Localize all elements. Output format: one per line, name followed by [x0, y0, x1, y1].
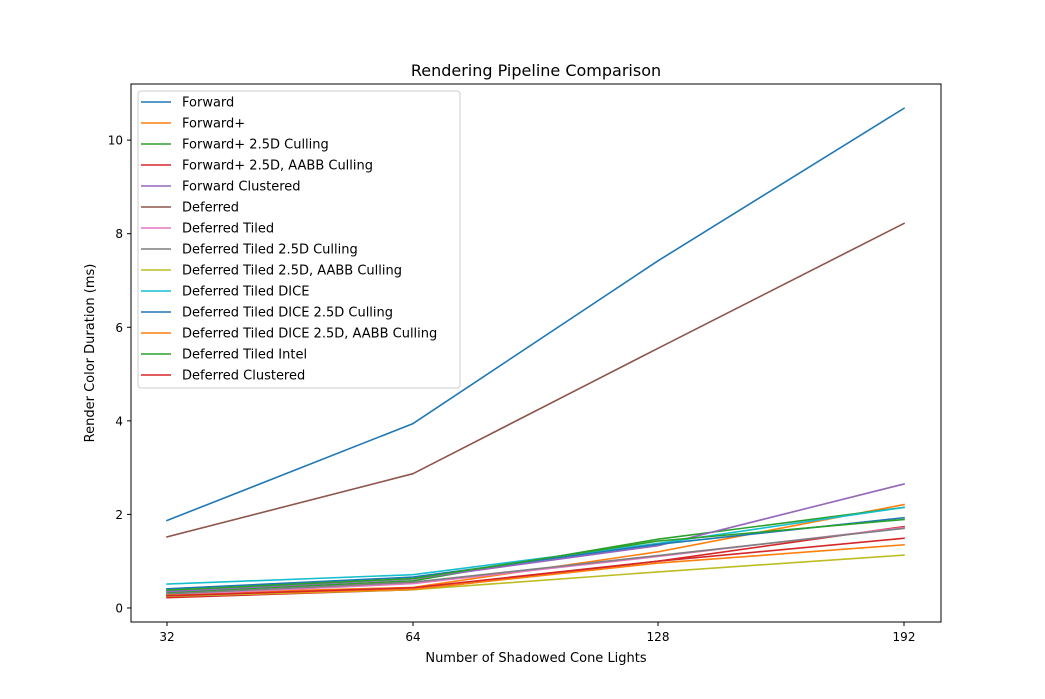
chart-title: Rendering Pipeline Comparison	[411, 61, 661, 80]
legend: Forward Forward+ Forward+ 2.5D Culling Forw…	[137, 90, 461, 389]
y-tick-label: 8	[115, 227, 123, 241]
series-line-5	[166, 483, 905, 593]
legend-box	[137, 90, 461, 389]
legend-label: Forward+ 2.5D, AABB Culling	[182, 159, 373, 174]
plot-frame	[130, 83, 942, 623]
series-line-13	[166, 518, 905, 592]
x-tick-label: 64	[405, 630, 420, 644]
legend-label: Deferred Tiled 2.5D, AABB Culling	[182, 264, 402, 279]
y-tick-label: 0	[115, 601, 123, 615]
series-line-6	[166, 222, 906, 538]
legend-label: Deferred Tiled	[182, 222, 274, 237]
legend-label: Forward+	[182, 117, 245, 132]
y-tick-label: 10	[108, 134, 123, 148]
x-axis: 32 64 128 192	[159, 622, 915, 644]
legend-label: Forward Clustered	[182, 180, 301, 195]
series-line-14	[166, 537, 905, 597]
legend-label: Deferred Tiled 2.5D Culling	[182, 243, 358, 258]
x-tick-label: 192	[893, 630, 916, 644]
y-tick-label: 6	[115, 321, 123, 335]
y-axis-label: Render Color Duration (ms)	[83, 264, 98, 443]
x-axis-label: Number of Shadowed Cone Lights	[425, 651, 647, 666]
legend-label: Forward+ 2.5D Culling	[182, 138, 329, 153]
legend-label: Forward	[182, 96, 234, 111]
y-tick-label: 2	[115, 508, 123, 522]
x-tick-label: 128	[647, 630, 670, 644]
legend-label: Deferred Clustered	[182, 369, 305, 384]
series-line-1	[165, 107, 906, 522]
series-layer	[165, 107, 906, 599]
legend-label: Deferred	[182, 201, 239, 216]
legend-label: Deferred Tiled DICE 2.5D, AABB Culling	[182, 327, 437, 342]
legend-label: Deferred Tiled DICE 2.5D Culling	[182, 306, 393, 321]
y-axis: 0 2 4 6 8 10	[108, 134, 131, 615]
legend-label: Deferred Tiled DICE	[182, 285, 309, 300]
x-tick-label: 32	[159, 630, 174, 644]
legend-label: Deferred Tiled Intel	[182, 348, 307, 363]
y-tick-label: 4	[115, 414, 123, 428]
series-line-8	[166, 527, 905, 595]
